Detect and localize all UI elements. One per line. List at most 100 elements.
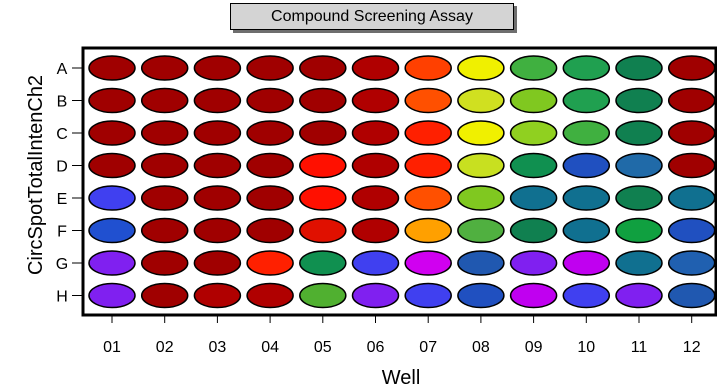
well-C05[interactable] — [299, 120, 347, 146]
well-C09[interactable] — [509, 120, 558, 146]
well-G05[interactable] — [299, 250, 347, 276]
well-G01[interactable] — [88, 250, 136, 276]
well-B08[interactable] — [457, 87, 505, 114]
well-E08[interactable] — [457, 185, 505, 211]
well-C03[interactable] — [193, 120, 242, 146]
well-H02[interactable] — [140, 282, 189, 309]
well-G06[interactable] — [351, 250, 400, 276]
well-A01[interactable] — [88, 55, 136, 81]
well-B01[interactable] — [88, 87, 136, 114]
well-H12[interactable] — [667, 282, 716, 309]
well-G02[interactable] — [140, 250, 189, 276]
well-C10[interactable] — [562, 120, 611, 146]
well-D07[interactable] — [404, 152, 452, 179]
well-D08[interactable] — [457, 152, 505, 179]
well-F12[interactable] — [667, 217, 716, 244]
well-D02[interactable] — [140, 152, 189, 179]
well-C06[interactable] — [351, 120, 400, 146]
well-E10[interactable] — [562, 185, 611, 211]
well-E09[interactable] — [509, 185, 558, 211]
well-F08[interactable] — [457, 217, 505, 244]
well-C11[interactable] — [615, 120, 663, 146]
well-D09[interactable] — [509, 152, 558, 179]
row-label-F: F — [57, 224, 67, 241]
well-D10[interactable] — [562, 152, 611, 179]
well-F09[interactable] — [509, 217, 558, 244]
well-B05[interactable] — [299, 87, 347, 114]
well-D11[interactable] — [615, 152, 663, 179]
well-E05[interactable] — [299, 185, 347, 211]
well-B12[interactable] — [667, 87, 716, 114]
well-F05[interactable] — [299, 217, 347, 244]
well-A02[interactable] — [140, 55, 189, 81]
well-F11[interactable] — [615, 217, 663, 244]
well-H11[interactable] — [615, 282, 663, 309]
well-E12[interactable] — [667, 185, 716, 211]
column-label-07: 07 — [419, 339, 437, 356]
well-B09[interactable] — [509, 87, 558, 114]
well-H01[interactable] — [88, 282, 136, 309]
well-E06[interactable] — [351, 185, 400, 211]
well-F10[interactable] — [562, 217, 611, 244]
well-E07[interactable] — [404, 185, 452, 211]
well-C02[interactable] — [140, 120, 189, 146]
well-A12[interactable] — [667, 55, 716, 81]
well-E03[interactable] — [193, 185, 242, 211]
well-H08[interactable] — [457, 282, 505, 309]
well-G11[interactable] — [615, 250, 663, 276]
well-B02[interactable] — [140, 87, 189, 114]
well-E11[interactable] — [615, 185, 663, 211]
well-D04[interactable] — [246, 152, 294, 179]
well-A06[interactable] — [351, 55, 400, 81]
well-D05[interactable] — [299, 152, 347, 179]
well-F04[interactable] — [246, 217, 294, 244]
well-B03[interactable] — [193, 87, 242, 114]
well-G03[interactable] — [193, 250, 242, 276]
row-label-A: A — [57, 61, 68, 78]
well-B07[interactable] — [404, 87, 452, 114]
well-G04[interactable] — [246, 250, 294, 276]
well-B06[interactable] — [351, 87, 400, 114]
well-A10[interactable] — [562, 55, 611, 81]
well-A04[interactable] — [246, 55, 294, 81]
well-H09[interactable] — [509, 282, 558, 309]
well-A03[interactable] — [193, 55, 242, 81]
well-A11[interactable] — [615, 55, 663, 81]
well-H04[interactable] — [246, 282, 294, 309]
column-label-01: 01 — [103, 339, 121, 356]
well-D06[interactable] — [351, 152, 400, 179]
well-G10[interactable] — [562, 250, 611, 276]
well-F06[interactable] — [351, 217, 400, 244]
well-F07[interactable] — [404, 217, 452, 244]
well-A08[interactable] — [457, 55, 505, 81]
well-F03[interactable] — [193, 217, 242, 244]
well-F01[interactable] — [88, 217, 136, 244]
well-H07[interactable] — [404, 282, 452, 309]
well-B04[interactable] — [246, 87, 294, 114]
well-H03[interactable] — [193, 282, 242, 309]
well-G08[interactable] — [457, 250, 505, 276]
well-C04[interactable] — [246, 120, 294, 146]
well-B10[interactable] — [562, 87, 611, 114]
well-E01[interactable] — [88, 185, 136, 211]
well-G09[interactable] — [509, 250, 558, 276]
well-A09[interactable] — [509, 55, 558, 81]
well-G12[interactable] — [667, 250, 716, 276]
well-D12[interactable] — [667, 152, 716, 179]
well-C08[interactable] — [457, 120, 505, 146]
well-H10[interactable] — [562, 282, 611, 309]
well-E04[interactable] — [246, 185, 294, 211]
well-A07[interactable] — [404, 55, 452, 81]
well-C07[interactable] — [404, 120, 452, 146]
well-D01[interactable] — [88, 152, 136, 179]
well-C12[interactable] — [667, 120, 716, 146]
well-E02[interactable] — [140, 185, 189, 211]
well-C01[interactable] — [88, 120, 136, 146]
well-H06[interactable] — [351, 282, 400, 309]
well-A05[interactable] — [299, 55, 347, 81]
well-B11[interactable] — [615, 87, 663, 114]
well-G07[interactable] — [404, 250, 452, 276]
well-D03[interactable] — [193, 152, 242, 179]
well-F02[interactable] — [140, 217, 189, 244]
well-H05[interactable] — [299, 282, 347, 309]
